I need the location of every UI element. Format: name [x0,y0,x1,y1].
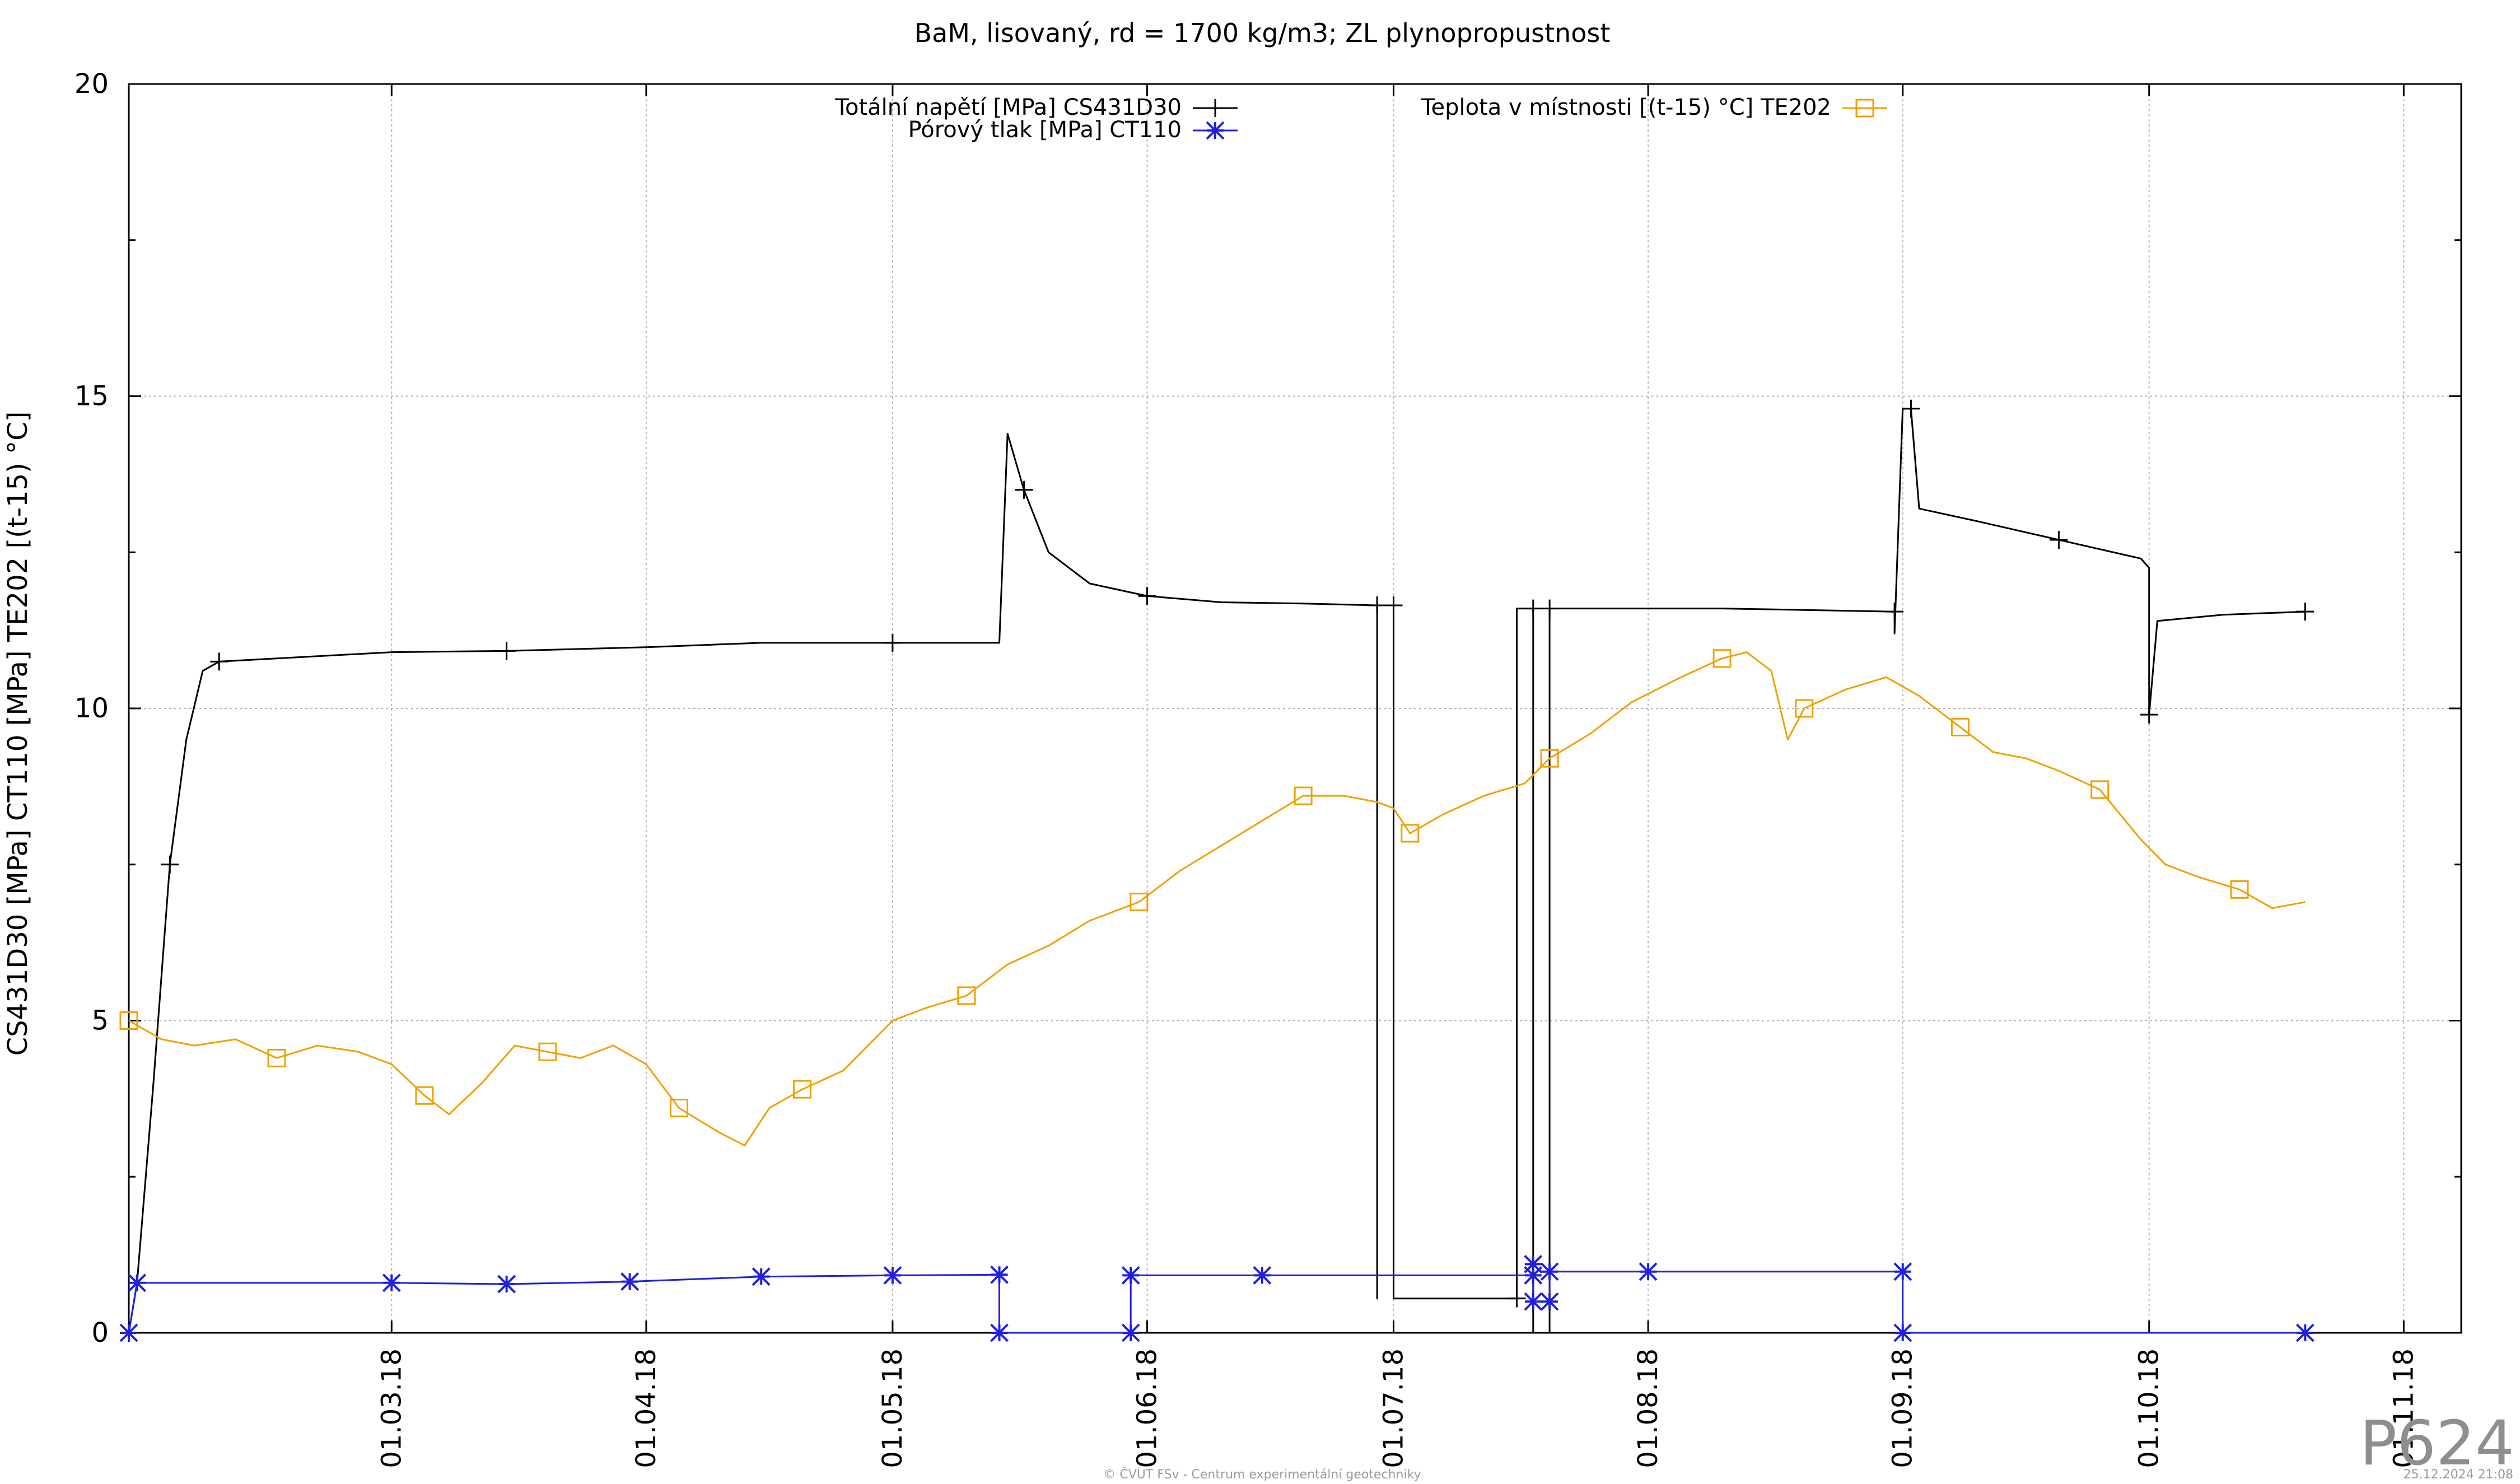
chart-title: BaM, lisovaný, rd = 1700 kg/m3; ZL plyno… [914,18,1611,48]
data-point [128,1273,147,1292]
data-point [2296,603,2314,621]
data-point [1902,399,1920,418]
legend-marker [1855,99,1874,118]
legend-label: Teplota v místnosti [(t-15) °C] TE202 [1421,95,1831,120]
y-tick-label: 10 [74,693,109,724]
x-tick-label: 01.10.18 [2134,1348,2165,1468]
series-line [128,1263,2306,1334]
data-point [161,855,179,874]
data-point [2230,880,2249,899]
data-point [1540,749,1559,768]
x-tick-label: 01.06.18 [1132,1348,1163,1468]
legend-label: Pórový tlak [MPa] CT110 [908,117,1182,143]
series-line [128,651,2306,1146]
grid-layer [129,84,2461,1333]
tick-layer: 0 5 10 15 20 01.03.18 01.04.18 01.05.18 01.06.18… [74,68,2461,1468]
data-point [1138,587,1156,605]
data-point [1893,1262,1912,1281]
series-layer [119,399,2314,1342]
series-2 [119,649,2306,1146]
x-tick-label: 01.11.18 [2388,1348,2419,1468]
data-point [1524,1266,1543,1285]
data-point [1384,596,1403,615]
data-point [1524,1254,1543,1273]
x-tick-label: 01.04.18 [631,1348,662,1468]
data-point [1639,1262,1658,1281]
data-point [670,1099,689,1118]
y-tick-label: 15 [74,381,109,412]
data-point [883,633,902,652]
data-point [1524,1292,1543,1311]
data-point [415,1086,434,1105]
data-point [1130,893,1149,912]
data-point [1294,786,1313,805]
data-point [1950,717,1970,736]
data-point [1524,599,1542,618]
y-tick-label: 0 [91,1317,109,1348]
data-point [119,1011,138,1030]
data-point [2050,530,2068,549]
data-point [1540,1262,1559,1281]
x-tick-label: 01.08.18 [1632,1348,1664,1468]
data-point [119,1323,138,1342]
legend-label: Totální napětí [MPa] CS431D30 [834,95,1182,120]
data-point [752,1267,771,1286]
data-point [1368,596,1387,615]
data-point [497,1275,516,1294]
series-0 [120,399,2314,1342]
data-point [1886,603,1904,621]
footer-copyright: © ČVUT FSv - Centrum experimentální geot… [1103,1467,1421,1482]
data-point [1712,649,1732,668]
data-point [267,1048,286,1067]
series-line [128,408,2306,1334]
data-point [1540,1292,1559,1311]
data-point [210,652,228,671]
y-tick-label: 5 [91,1005,109,1037]
data-point [1541,599,1559,618]
data-point [2140,706,2158,724]
data-point [883,1266,902,1285]
x-tick-label: 01.05.18 [877,1348,908,1468]
data-point [620,1272,640,1291]
y-axis-label: CS431D30 [MPa] CT110 [MPa] TE202 [(t-15)… [2,412,34,1056]
data-point [497,642,516,660]
legend-marker [1206,121,1225,140]
series-1 [119,1254,2314,1342]
y-tick-label: 20 [74,68,109,100]
figure-tag: P624 [2360,1407,2514,1479]
data-point [1401,824,1420,843]
legend-marker [1206,99,1224,117]
data-point [957,986,976,1005]
data-point [1253,1266,1272,1285]
data-point [1121,1323,1140,1342]
data-point [1121,1266,1140,1285]
x-tick-label: 01.03.18 [376,1348,407,1468]
data-point [990,1323,1009,1342]
data-point [2295,1323,2314,1342]
data-point [538,1042,557,1061]
data-point [382,1273,401,1292]
footer-timestamp: 25.12.2024 21:08 [2404,1468,2513,1482]
data-point [1508,1289,1526,1308]
data-point [2090,780,2110,799]
data-point [1795,699,1814,718]
data-point [1015,480,1033,499]
data-point [1893,1323,1912,1342]
data-point [793,1080,812,1099]
data-point [990,1265,1009,1284]
x-tick-label: 01.09.18 [1887,1348,1919,1468]
x-tick-label: 01.07.18 [1378,1348,1409,1468]
